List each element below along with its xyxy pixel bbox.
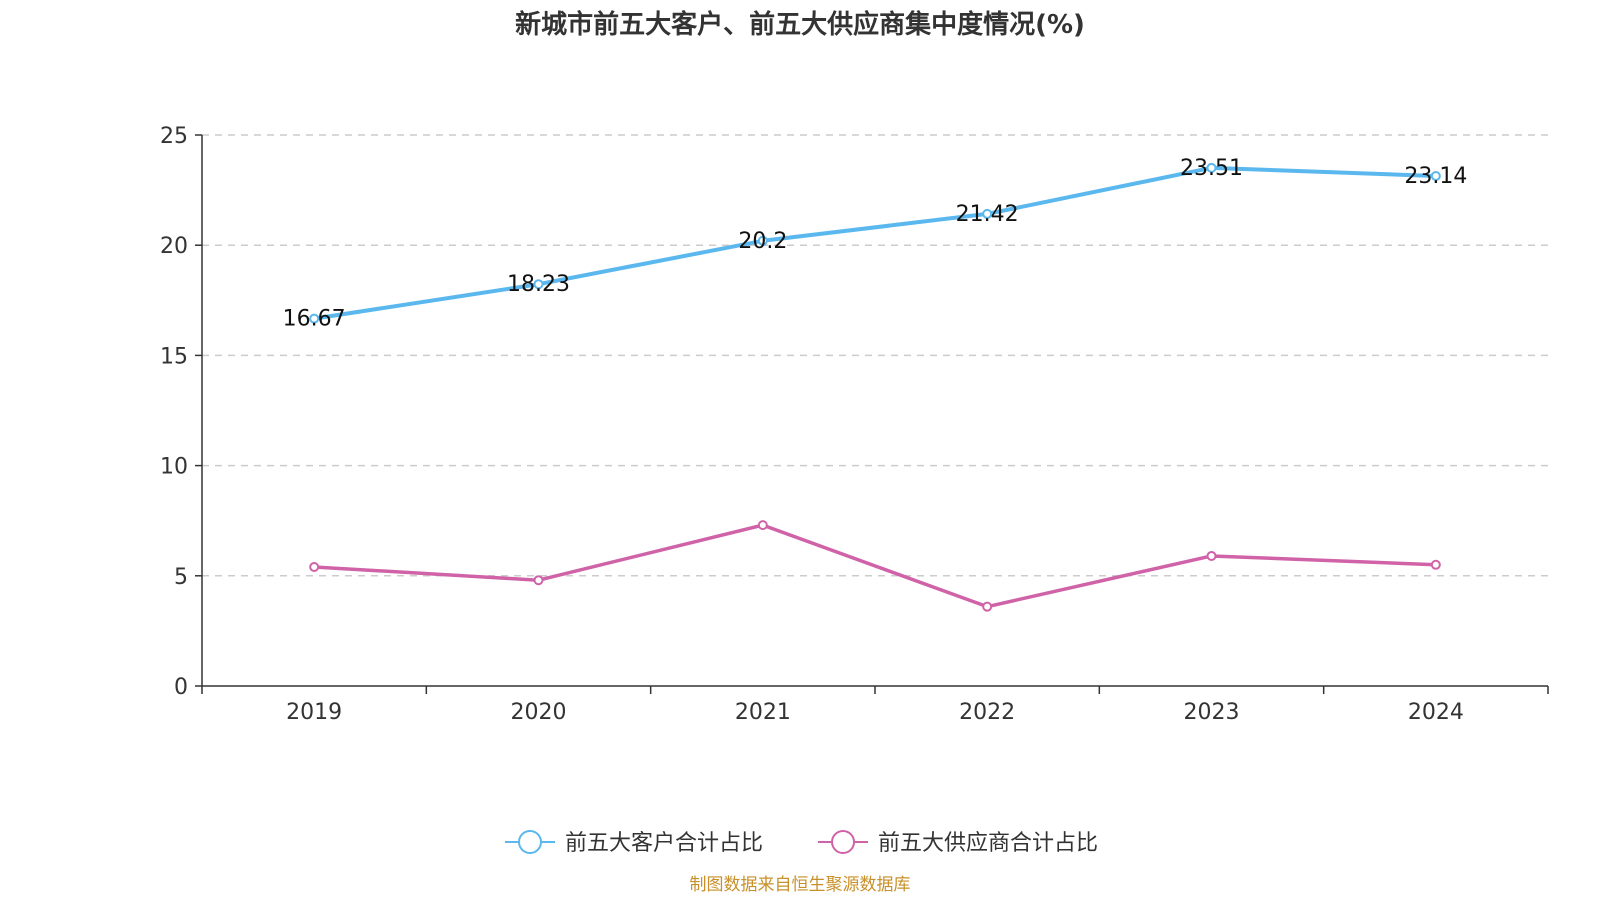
legend-item-1[interactable]: 前五大供应商合计占比	[818, 830, 1098, 856]
series-line-1	[314, 523, 1436, 609]
legend[interactable]: 前五大客户合计占比 前五大供应商合计占比	[505, 830, 1098, 856]
data-label: 16.67	[283, 307, 346, 332]
chart-title: 新城市前五大客户、前五大供应商集中度情况(%)	[515, 9, 1085, 40]
data-label: 23.14	[1404, 164, 1467, 189]
series-line-0	[313, 165, 1436, 321]
data-point-1[interactable]	[1430, 559, 1441, 570]
legend-marker-icon	[831, 830, 856, 854]
data-point-0[interactable]	[982, 208, 993, 219]
data-point-0[interactable]	[533, 279, 544, 290]
data-point-1[interactable]	[309, 561, 320, 572]
data-point-1[interactable]	[1206, 550, 1217, 561]
data-point-1[interactable]	[982, 601, 993, 612]
data-label: 18.23	[507, 272, 570, 297]
axes: 0 5 10 15 20 25 2019 2020 2021 2022 2023 2024	[160, 124, 1549, 725]
data-point-0[interactable]	[1206, 162, 1217, 173]
y-tick-label: 20	[160, 234, 188, 259]
y-tick-label: 10	[160, 455, 188, 480]
y-tick-label: 15	[160, 344, 188, 369]
data-labels: 16.67 18.23 20.2 21.42 23.51 23.14	[283, 156, 1468, 332]
legend-label: 前五大客户合计占比	[565, 831, 763, 856]
x-tick-label: 2022	[959, 700, 1015, 725]
y-tick-label: 25	[160, 124, 188, 149]
legend-marker-icon	[518, 830, 542, 854]
data-point-0[interactable]	[1430, 170, 1441, 181]
legend-item-0[interactable]: 前五大客户合计占比	[505, 830, 763, 856]
data-point-0[interactable]	[309, 313, 320, 324]
data-label: 20.2	[738, 229, 787, 254]
y-tick-label: 5	[174, 565, 188, 590]
data-point-0[interactable]	[757, 235, 768, 246]
y-tick-label: 0	[174, 675, 188, 700]
x-tick-label: 2020	[511, 700, 567, 725]
x-tick-label: 2023	[1184, 700, 1240, 725]
data-label: 21.42	[956, 202, 1019, 227]
legend-label: 前五大供应商合计占比	[878, 831, 1098, 856]
data-point-1[interactable]	[533, 575, 544, 586]
series-group	[309, 162, 1441, 612]
x-tick-label: 2019	[286, 700, 342, 725]
data-point-1[interactable]	[757, 520, 768, 531]
grid-lines	[202, 134, 1548, 577]
x-tick-label: 2024	[1408, 700, 1464, 725]
x-tick-label: 2021	[735, 700, 791, 725]
source-note: 制图数据来自恒生聚源数据库	[690, 875, 911, 895]
data-label: 23.51	[1180, 156, 1243, 181]
